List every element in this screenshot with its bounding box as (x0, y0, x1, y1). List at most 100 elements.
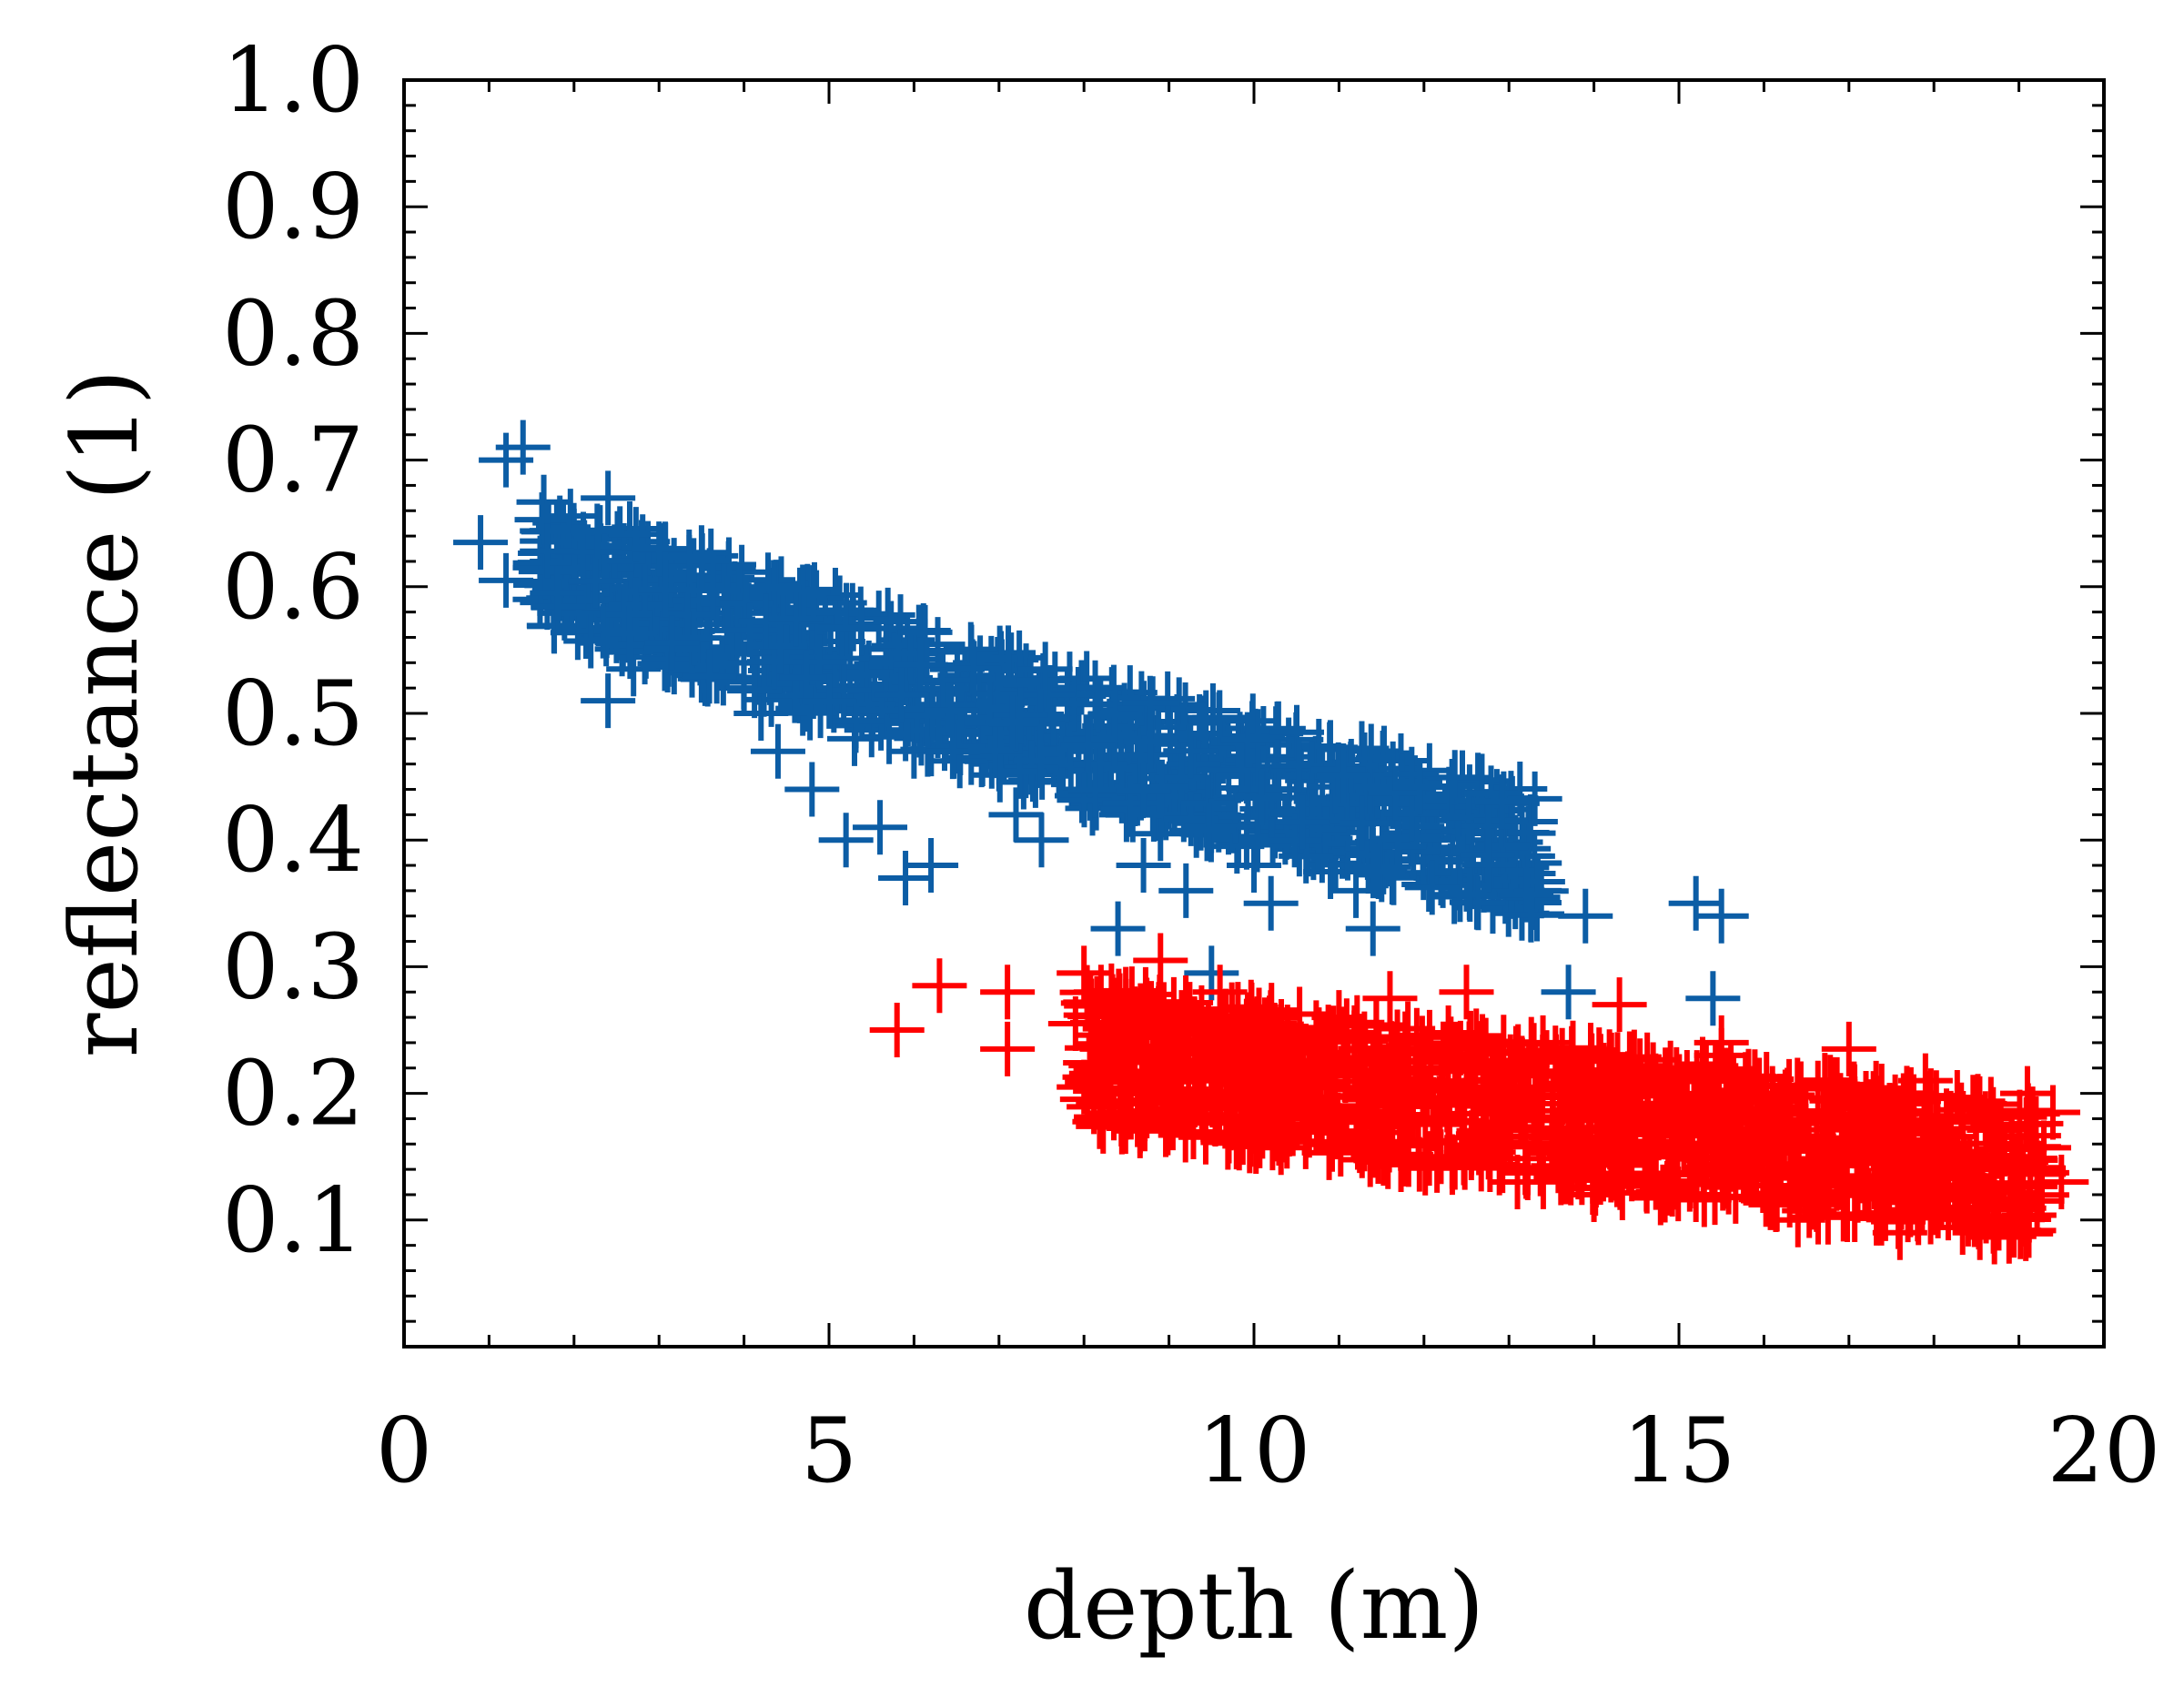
point-blue (1316, 747, 1371, 803)
point-blue (1271, 738, 1327, 793)
point-red (1733, 1101, 1788, 1157)
point-red (1649, 1046, 1704, 1102)
point-blue (853, 800, 908, 855)
point-blue (924, 682, 979, 738)
point-red (1159, 1014, 1215, 1069)
point-red (1327, 1045, 1382, 1100)
point-blue (1431, 782, 1486, 837)
point-red (1738, 1172, 1794, 1227)
point-blue (666, 611, 722, 666)
y-tick-label: 0.7 (222, 409, 364, 513)
point-red (2008, 1096, 2064, 1151)
point-blue (1163, 723, 1218, 779)
point-blue (1181, 803, 1237, 858)
point-red (1362, 971, 1418, 1026)
point-red (1814, 1137, 1869, 1193)
series-red (869, 933, 2089, 1265)
point-blue (1004, 740, 1059, 795)
point-blue (1404, 860, 1460, 915)
point-red (1854, 1190, 1909, 1246)
point-blue (816, 662, 872, 718)
point-red (1565, 1160, 1621, 1216)
point-blue (988, 787, 1044, 843)
point-red (1492, 1059, 1548, 1115)
point-blue (1126, 787, 1181, 843)
y-tick-label: 0.2 (222, 1043, 364, 1146)
y-tick-label: 0.8 (222, 282, 364, 386)
point-red (1439, 965, 1494, 1020)
point-blue (985, 694, 1040, 750)
point-red (1647, 1123, 1703, 1178)
point-blue (1442, 867, 1498, 923)
point-red (1254, 1107, 1309, 1163)
point-red (1077, 1016, 1132, 1072)
point-blue (878, 850, 934, 905)
x-tick-label: 0 (376, 1399, 432, 1503)
point-red (1175, 1045, 1230, 1101)
point-red (1601, 1137, 1656, 1193)
point-blue (1558, 888, 1613, 944)
point-blue (682, 649, 737, 704)
point-red (1606, 1029, 1662, 1085)
point-red (912, 958, 967, 1014)
point-red (1332, 1118, 1388, 1174)
point-blue (1017, 641, 1073, 697)
point-blue (1320, 753, 1375, 808)
point-blue (893, 637, 948, 692)
point-blue (674, 533, 730, 589)
point-blue (495, 419, 551, 475)
point-blue (1060, 717, 1116, 773)
x-tick-labels: 0 5 10 15 20 (376, 1399, 2161, 1503)
point-red (1533, 1145, 1589, 1200)
point-red (1697, 1154, 1753, 1209)
point-blue (662, 529, 717, 584)
point-red (1098, 966, 1154, 1022)
y-tick-label: 0.9 (222, 156, 364, 259)
point-red (1245, 1116, 1300, 1171)
point-red (1476, 1099, 1532, 1155)
point-blue (946, 641, 1002, 696)
point-blue (1275, 794, 1330, 850)
point-blue (727, 663, 783, 719)
point-blue (660, 587, 715, 642)
y-tick-labels: 0.1 0.2 0.3 0.4 0.5 0.6 0.7 0.8 0.9 1.0 (222, 29, 364, 1273)
point-red (1701, 1159, 1756, 1215)
point-blue (1116, 838, 1171, 894)
point-red (1361, 1074, 1417, 1129)
point-blue (1350, 844, 1406, 900)
point-blue (1507, 771, 1562, 826)
point-blue (1230, 709, 1286, 764)
point-red (1498, 1131, 1553, 1187)
point-blue (632, 521, 687, 577)
point-blue (514, 492, 570, 548)
point-red (1708, 1168, 1764, 1224)
x-tick-label: 10 (1198, 1399, 1311, 1503)
point-blue (644, 615, 700, 671)
point-blue (1057, 773, 1112, 828)
point-red (1993, 1204, 2048, 1259)
point-red (1428, 1021, 1483, 1076)
point-red (1903, 1189, 1958, 1245)
plot-frame (402, 78, 2106, 1349)
point-red (1770, 1057, 1825, 1113)
point-red (1882, 1167, 1937, 1223)
series-blue (453, 419, 1749, 1026)
point-blue (1668, 875, 1724, 931)
point-blue (1392, 760, 1448, 815)
point-blue (1220, 712, 1276, 768)
point-red (1956, 1181, 2012, 1237)
point-blue (1513, 864, 1569, 919)
point-red (1479, 1085, 1534, 1140)
marks-layer (453, 419, 2089, 1265)
point-blue (1087, 686, 1143, 742)
point-red (1289, 1000, 1344, 1056)
point-red (1375, 1066, 1431, 1122)
point-blue (685, 562, 741, 618)
y-axis-title: reflectance (1) (51, 369, 159, 1058)
point-blue (1323, 739, 1379, 794)
point-blue (1334, 795, 1390, 851)
y-tick-label: 0.1 (222, 1169, 364, 1273)
point-blue (1310, 742, 1366, 797)
point-red (1694, 1116, 1749, 1171)
